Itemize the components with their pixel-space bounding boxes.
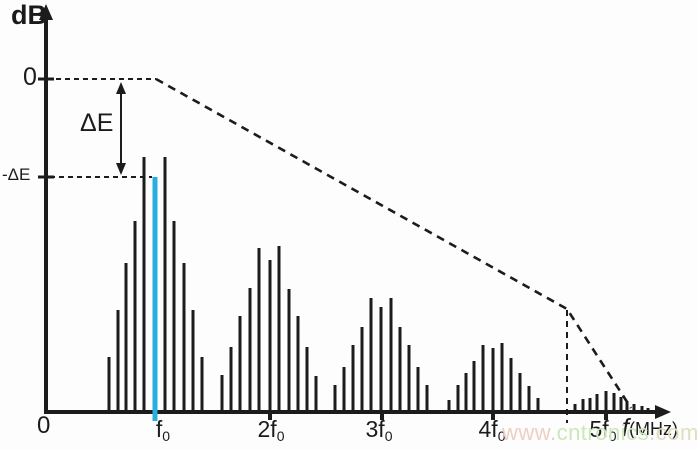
harmonic-label-3f0: 3f0 <box>365 416 393 444</box>
harmonic-label-5f0: 5f0 <box>589 416 617 444</box>
delta-e-arrowhead-down-icon <box>116 163 126 175</box>
harmonic-label-f0: f0 <box>155 416 171 444</box>
x-axis-arrowhead-icon <box>655 405 671 419</box>
frequency-symbol: f <box>622 414 629 442</box>
harmonic-label-2f0: 2f0 <box>257 416 285 444</box>
y-tick-zero-label: 0 <box>23 63 37 91</box>
frequency-unit: (MHz) <box>628 419 678 439</box>
harmonic-label-4f0: 4f0 <box>478 416 506 444</box>
delta-e-label: ΔE <box>80 109 114 137</box>
y-axis-arrowhead-icon <box>39 4 53 20</box>
minus-delta-e-label: -ΔE <box>2 165 31 184</box>
x-origin-label: 0 <box>37 412 51 439</box>
delta-e-arrowhead-up-icon <box>116 82 126 94</box>
x-axis-unit-label: f(MHz) <box>622 416 678 441</box>
envelope-dashed-line <box>155 77 633 409</box>
y-axis-unit-label: dB <box>11 0 47 30</box>
